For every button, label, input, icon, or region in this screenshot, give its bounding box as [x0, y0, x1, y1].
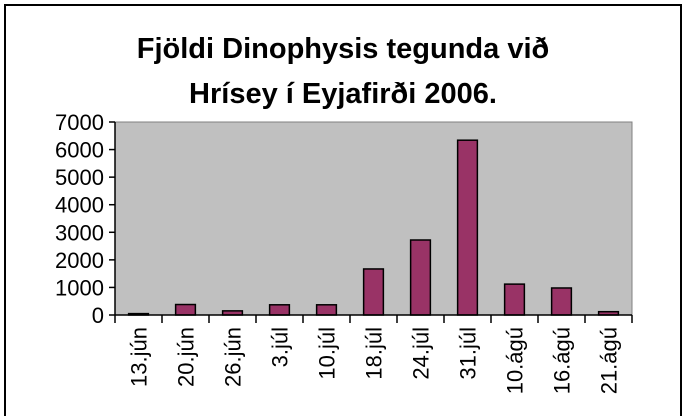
x-tick-label: 10.ágú [503, 327, 528, 394]
y-tick-label: 4000 [55, 193, 104, 218]
x-tick-label: 31.júl [456, 327, 481, 380]
bar [315, 304, 338, 316]
y-tick-label: 7000 [55, 110, 104, 135]
bar [268, 304, 291, 316]
x-tick-label: 18.júl [362, 327, 387, 380]
bar [362, 268, 385, 316]
bar [503, 283, 526, 316]
bar [550, 287, 573, 316]
chart-title: Fjöldi Dinophysis tegunda við [137, 33, 549, 65]
bar [409, 239, 432, 316]
y-tick-label: 3000 [55, 220, 104, 245]
y-tick-label: 0 [92, 303, 104, 328]
bar [456, 139, 479, 316]
x-tick-label: 21.ágú [597, 327, 622, 394]
x-tick-label: 26.jún [221, 327, 246, 387]
x-tick-label: 16.ágú [550, 327, 575, 394]
bar [174, 303, 197, 316]
x-tick-label: 10.júl [315, 327, 340, 380]
x-tick-label: 20.jún [174, 327, 199, 387]
chart-title: Hrísey í Eyjafirði 2006. [189, 78, 497, 110]
y-tick-label: 2000 [55, 248, 104, 273]
x-tick-label: 24.júl [409, 327, 434, 380]
y-tick-label: 5000 [55, 165, 104, 190]
y-tick-label: 1000 [55, 275, 104, 300]
x-tick-label: 3.júl [268, 327, 293, 367]
y-tick-label: 6000 [55, 138, 104, 163]
x-tick-label: 13.jún [127, 327, 152, 387]
